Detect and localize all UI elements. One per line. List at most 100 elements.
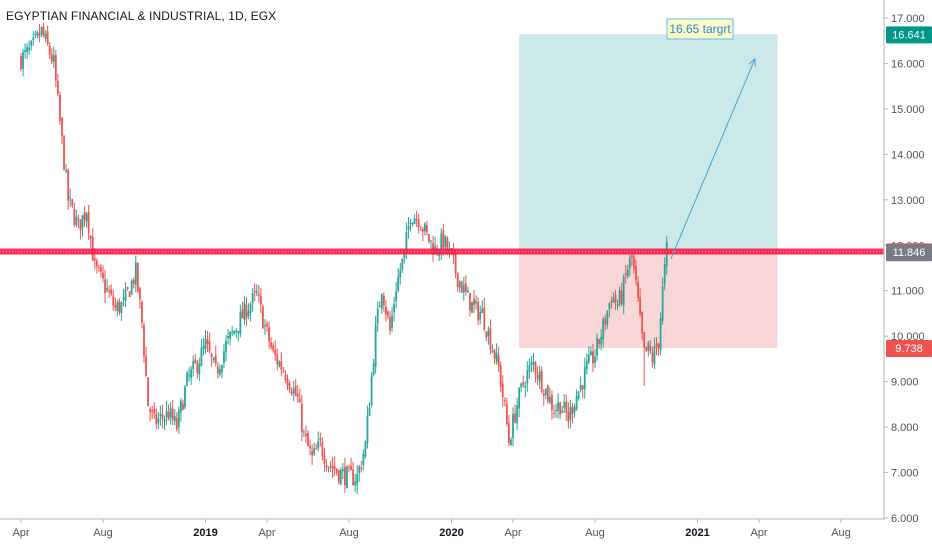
candle-body	[346, 466, 348, 489]
x-tick-label: Apr	[750, 527, 767, 539]
candle-body	[251, 293, 254, 304]
candle-body	[348, 467, 350, 469]
candle-body	[464, 283, 467, 292]
candle-body	[565, 401, 568, 413]
candle-body	[616, 304, 619, 306]
candle-body	[409, 222, 412, 225]
candle-body	[175, 418, 178, 430]
target-annotation[interactable]: 16.65 targrt	[666, 18, 734, 40]
candle-body	[389, 317, 391, 331]
candle-body	[544, 388, 547, 396]
candle-body	[34, 34, 37, 36]
candle-body	[624, 273, 627, 275]
candle-body	[180, 401, 182, 413]
candle-body	[360, 467, 363, 469]
candle-body	[259, 295, 262, 305]
candle-body	[528, 365, 531, 372]
chart-title: EGYPTIAN FINANCIAL & INDUSTRIAL, 1D, EGX	[6, 9, 277, 23]
candle-body	[553, 412, 555, 414]
candle-body	[48, 45, 51, 55]
candle-body	[370, 376, 373, 406]
candle-body	[471, 301, 473, 313]
candle-body	[323, 455, 326, 464]
candle-body	[618, 290, 621, 305]
candle-body	[313, 448, 316, 454]
candle-body	[95, 260, 98, 267]
candle-body	[196, 362, 199, 373]
candle-body	[83, 211, 86, 220]
candle-body	[280, 361, 283, 370]
candle-body	[635, 265, 637, 280]
candle-body	[173, 415, 176, 422]
candle-body	[493, 349, 496, 359]
candle-body	[524, 385, 527, 388]
candle-body	[317, 441, 320, 449]
candle-body	[235, 330, 238, 332]
candle-body	[426, 225, 428, 233]
candle-body	[325, 464, 328, 468]
candle-body	[30, 41, 33, 46]
candle-body	[319, 438, 322, 441]
stop-zone[interactable]	[519, 251, 778, 349]
candle-body	[93, 258, 96, 261]
candle-body	[567, 411, 570, 422]
candle-body	[221, 365, 223, 373]
candle-body	[268, 327, 270, 342]
candle-body	[151, 410, 154, 412]
candle-body	[387, 311, 389, 317]
candle-body	[421, 228, 424, 232]
candle-body	[182, 403, 184, 410]
candle-body	[247, 311, 250, 316]
candle-body	[77, 218, 80, 220]
candle-body	[577, 391, 580, 399]
position-zones-layer	[519, 34, 778, 349]
candle-body	[641, 312, 644, 334]
candle-body	[69, 197, 72, 199]
candle-body	[454, 253, 457, 274]
candle-body	[26, 46, 29, 52]
candle-body	[469, 293, 471, 311]
candle-body	[237, 331, 240, 334]
candle-body	[610, 300, 613, 303]
candle-body	[204, 339, 207, 349]
candle-body	[536, 374, 539, 379]
candle-body	[124, 289, 127, 301]
y-tick-label: 16.000	[891, 58, 925, 70]
candle-body	[71, 198, 74, 206]
candle-body	[483, 307, 486, 330]
candle-body	[286, 378, 289, 386]
candle-body	[264, 325, 266, 327]
candle-body	[46, 30, 49, 45]
x-tick-label: Aug	[339, 527, 359, 539]
candle-body	[153, 408, 156, 414]
candle-body	[315, 447, 318, 450]
candle-body	[397, 276, 400, 291]
candle-body	[364, 441, 367, 457]
candle-body	[100, 267, 102, 272]
y-tick-label: 13.000	[891, 195, 925, 207]
candle-body	[555, 409, 557, 411]
target-zone[interactable]	[519, 34, 778, 252]
candle-body	[585, 360, 588, 370]
candle-body	[395, 291, 398, 302]
candle-body	[549, 396, 551, 403]
candle-body	[538, 372, 541, 382]
candle-body	[376, 308, 379, 324]
candle-body	[255, 291, 258, 293]
candle-body	[120, 302, 123, 314]
candle-body	[136, 262, 139, 292]
candle-body	[333, 466, 336, 470]
candle-body	[233, 330, 236, 334]
candle-body	[163, 418, 166, 422]
candle-body	[223, 351, 225, 364]
target-arrow[interactable]	[670, 58, 756, 260]
price-badge-text: 16.641	[892, 29, 926, 41]
candle-body	[272, 345, 275, 351]
candle-body	[36, 32, 39, 36]
candle-body	[253, 290, 256, 292]
candle-body	[108, 290, 111, 293]
candle-body	[516, 405, 518, 424]
